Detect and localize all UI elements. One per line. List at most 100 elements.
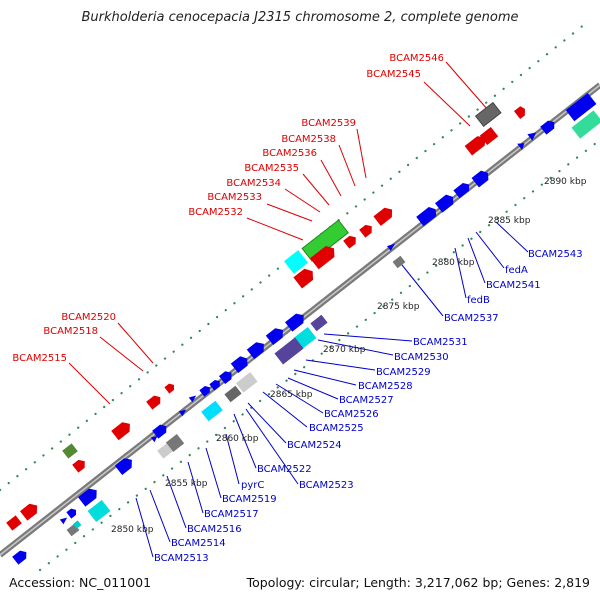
gene-label: BCAM2543 bbox=[528, 249, 583, 260]
gene-label: BCAM2515 bbox=[12, 353, 67, 364]
gene-arrow bbox=[66, 508, 77, 519]
gene-label: BCAM2520 bbox=[61, 312, 116, 323]
gene-arrow bbox=[72, 459, 85, 473]
gene-block bbox=[6, 515, 22, 531]
gene-label: fedA bbox=[505, 265, 528, 276]
gene-arrow bbox=[453, 182, 470, 199]
gene-label: BCAM2536 bbox=[262, 148, 317, 159]
gene-arrow bbox=[230, 356, 248, 374]
gene-arrow bbox=[146, 395, 161, 410]
gene-arrow bbox=[164, 383, 175, 394]
tick-label: 2870 kbp bbox=[323, 345, 366, 355]
gene-arrow bbox=[285, 313, 304, 332]
gene-block bbox=[157, 443, 173, 459]
gene-block bbox=[87, 499, 111, 523]
inner-guide-line bbox=[38, 138, 600, 572]
gene-arrow bbox=[218, 371, 232, 385]
gene-block bbox=[479, 126, 499, 146]
gene-block bbox=[310, 314, 328, 332]
gene-arrow bbox=[527, 132, 537, 141]
gene-arrow bbox=[435, 194, 454, 213]
gene-block bbox=[301, 219, 349, 262]
gene-label: BCAM2526 bbox=[324, 409, 379, 420]
gene-arrow bbox=[265, 328, 283, 346]
gene-arrow bbox=[20, 503, 38, 521]
gene-label: BCAM2534 bbox=[226, 178, 281, 189]
tick-label: 2850 kbp bbox=[111, 525, 154, 535]
gene-arrow bbox=[387, 243, 396, 251]
gene-label: BCAM2525 bbox=[309, 423, 364, 434]
gene-block bbox=[165, 433, 185, 453]
gene-label: BCAM2538 bbox=[281, 134, 336, 145]
gene-block bbox=[236, 372, 258, 393]
reverse-genes bbox=[12, 120, 555, 565]
gene-block bbox=[283, 250, 309, 274]
gene-arrow bbox=[114, 458, 132, 476]
forward-gene-labels: BCAM2546 BCAM2545 BCAM2539 BCAM2538 BCAM… bbox=[12, 53, 444, 364]
gene-label: BCAM2519 bbox=[222, 494, 277, 505]
scale-tick-labels: 2850 kbp 2855 kbp 2860 kbp 2865 kbp 2870… bbox=[111, 177, 587, 535]
gene-label: BCAM2528 bbox=[358, 381, 413, 392]
gene-label: BCAM2527 bbox=[339, 395, 394, 406]
gene-block bbox=[571, 110, 600, 139]
gene-arrow bbox=[178, 409, 187, 417]
gene-arrow bbox=[373, 207, 393, 226]
gene-arrow bbox=[416, 206, 437, 227]
gene-arrow bbox=[513, 106, 525, 120]
gene-label: BCAM2524 bbox=[287, 440, 342, 451]
gene-label: BCAM2539 bbox=[301, 118, 356, 129]
gene-label: BCAM2516 bbox=[187, 524, 242, 535]
gene-arrow bbox=[188, 395, 197, 403]
gene-arrow bbox=[12, 550, 27, 565]
tick-label: 2885 kbp bbox=[488, 216, 531, 226]
gene-arrow bbox=[111, 422, 130, 441]
gene-arrow bbox=[152, 424, 167, 439]
gene-arrow bbox=[293, 268, 314, 289]
gene-arrow bbox=[246, 342, 264, 360]
tick-label: 2860 kbp bbox=[216, 434, 259, 444]
gene-block bbox=[224, 385, 242, 403]
gene-label: BCAM2529 bbox=[376, 367, 431, 378]
gene-arrow bbox=[517, 143, 525, 150]
gene-label: BCAM2533 bbox=[207, 192, 262, 203]
gene-label: BCAM2545 bbox=[366, 69, 421, 80]
gene-label: BCAM2535 bbox=[244, 163, 299, 174]
gene-block bbox=[474, 101, 502, 128]
gene-arrow bbox=[199, 386, 210, 397]
gene-label: BCAM2522 bbox=[257, 464, 312, 475]
gene-arrow bbox=[540, 120, 555, 135]
gene-arrow bbox=[343, 235, 356, 249]
gene-block bbox=[72, 520, 82, 529]
gene-arrow bbox=[59, 517, 68, 525]
gene-label: BCAM2530 bbox=[394, 352, 449, 363]
reverse-leader-lines bbox=[135, 221, 529, 558]
gene-label: BCAM2532 bbox=[188, 207, 243, 218]
gene-label: BCAM2531 bbox=[413, 337, 468, 348]
tick-label: 2855 kbp bbox=[165, 479, 208, 489]
gene-label: BCAM2546 bbox=[389, 53, 444, 64]
gene-label: fedB bbox=[467, 295, 490, 306]
gene-block bbox=[392, 255, 406, 269]
gene-label: pyrC bbox=[241, 480, 264, 491]
gene-arrow bbox=[150, 436, 158, 443]
gene-block bbox=[201, 400, 223, 422]
gene-arrow bbox=[471, 170, 489, 188]
gene-arrow bbox=[78, 488, 97, 507]
tick-label: 2875 kbp bbox=[377, 302, 420, 312]
gene-label: BCAM2517 bbox=[204, 509, 259, 520]
gene-arrow bbox=[464, 136, 486, 156]
gene-label: BCAM2514 bbox=[171, 538, 226, 549]
gene-block bbox=[565, 92, 597, 122]
topology-text: Topology: circular; Length: 3,217,062 bp… bbox=[246, 575, 590, 590]
forward-genes bbox=[6, 92, 600, 531]
gene-label: BCAM2541 bbox=[486, 280, 541, 291]
tick-label: 2880 kbp bbox=[432, 258, 475, 268]
gene-block bbox=[62, 443, 78, 459]
map-title: Burkholderia cenocepacia J2315 chromosom… bbox=[81, 10, 519, 25]
gene-label: BCAM2523 bbox=[299, 480, 354, 491]
gene-label: BCAM2513 bbox=[154, 553, 209, 564]
tick-label: 2890 kbp bbox=[544, 177, 587, 187]
reverse-gene-labels: BCAM2543 fedA BCAM2541 fedB BCAM2537 BCA… bbox=[154, 249, 583, 564]
gene-arrow bbox=[209, 380, 220, 391]
